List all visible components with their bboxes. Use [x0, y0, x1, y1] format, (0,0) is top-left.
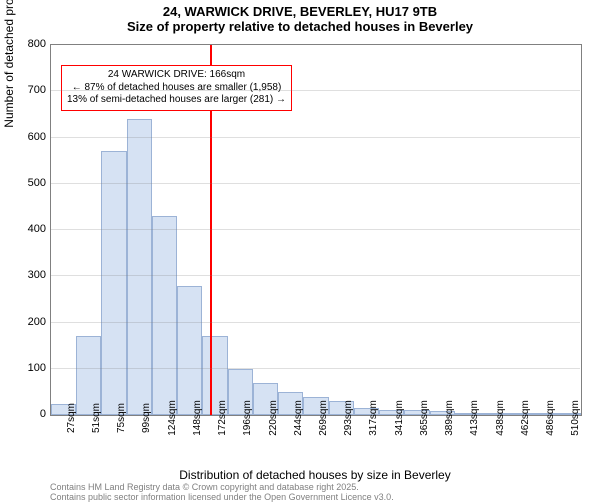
- x-tick-label: 510sqm: [570, 400, 581, 436]
- gridline: [50, 90, 580, 91]
- y-tick-label: 100: [28, 362, 46, 374]
- annot-line2: ← 87% of detached houses are smaller (1,…: [67, 82, 286, 95]
- gridline: [50, 229, 580, 230]
- x-tick-label: 172sqm: [217, 400, 228, 436]
- x-tick-label: 148sqm: [192, 400, 203, 436]
- y-tick-label: 800: [28, 38, 46, 50]
- x-tick-label: 244sqm: [293, 400, 304, 436]
- gridline: [50, 322, 580, 323]
- y-tick-label: 600: [28, 131, 46, 143]
- histogram-bar: [101, 151, 126, 415]
- x-tick-label: 462sqm: [520, 400, 531, 436]
- x-tick-label: 27sqm: [66, 403, 77, 433]
- gridline: [50, 275, 580, 276]
- y-tick-label: 0: [40, 408, 46, 420]
- gridline: [50, 183, 580, 184]
- gridline: [50, 137, 580, 138]
- y-tick-label: 400: [28, 223, 46, 235]
- histogram-bar: [127, 119, 152, 415]
- y-tick-label: 500: [28, 177, 46, 189]
- y-tick-label: 700: [28, 84, 46, 96]
- footer-line2: Contains public sector information licen…: [50, 493, 394, 503]
- histogram-bar: [177, 286, 202, 416]
- y-tick-label: 200: [28, 316, 46, 328]
- x-tick-label: 196sqm: [242, 400, 253, 436]
- x-tick-label: 413sqm: [469, 400, 480, 436]
- x-tick-label: 389sqm: [444, 400, 455, 436]
- x-tick-label: 317sqm: [368, 400, 379, 436]
- x-tick-label: 341sqm: [394, 400, 405, 436]
- y-tick-label: 300: [28, 269, 46, 281]
- histogram-plot-area: 24 WARWICK DRIVE: 166sqm← 87% of detache…: [50, 44, 582, 416]
- x-tick-label: 293sqm: [343, 400, 354, 436]
- x-tick-label: 269sqm: [318, 400, 329, 436]
- histogram-bar: [152, 216, 177, 415]
- x-tick-label: 220sqm: [268, 400, 279, 436]
- chart-title-line1: 24, WARWICK DRIVE, BEVERLEY, HU17 9TB: [0, 4, 600, 19]
- x-tick-label: 486sqm: [545, 400, 556, 436]
- x-tick-label: 124sqm: [167, 400, 178, 436]
- chart-title-line2: Size of property relative to detached ho…: [0, 19, 600, 34]
- x-tick-label: 438sqm: [495, 400, 506, 436]
- x-tick-label: 99sqm: [141, 403, 152, 433]
- x-tick-label: 75sqm: [116, 403, 127, 433]
- y-axis-label: Number of detached properties: [2, 0, 16, 230]
- annot-line3: 13% of semi-detached houses are larger (…: [67, 94, 286, 107]
- x-tick-label: 51sqm: [91, 403, 102, 433]
- x-axis-label: Distribution of detached houses by size …: [50, 468, 580, 482]
- annot-line1: 24 WARWICK DRIVE: 166sqm: [67, 69, 286, 82]
- property-annotation-box: 24 WARWICK DRIVE: 166sqm← 87% of detache…: [61, 65, 292, 111]
- gridline: [50, 368, 580, 369]
- x-tick-label: 365sqm: [419, 400, 430, 436]
